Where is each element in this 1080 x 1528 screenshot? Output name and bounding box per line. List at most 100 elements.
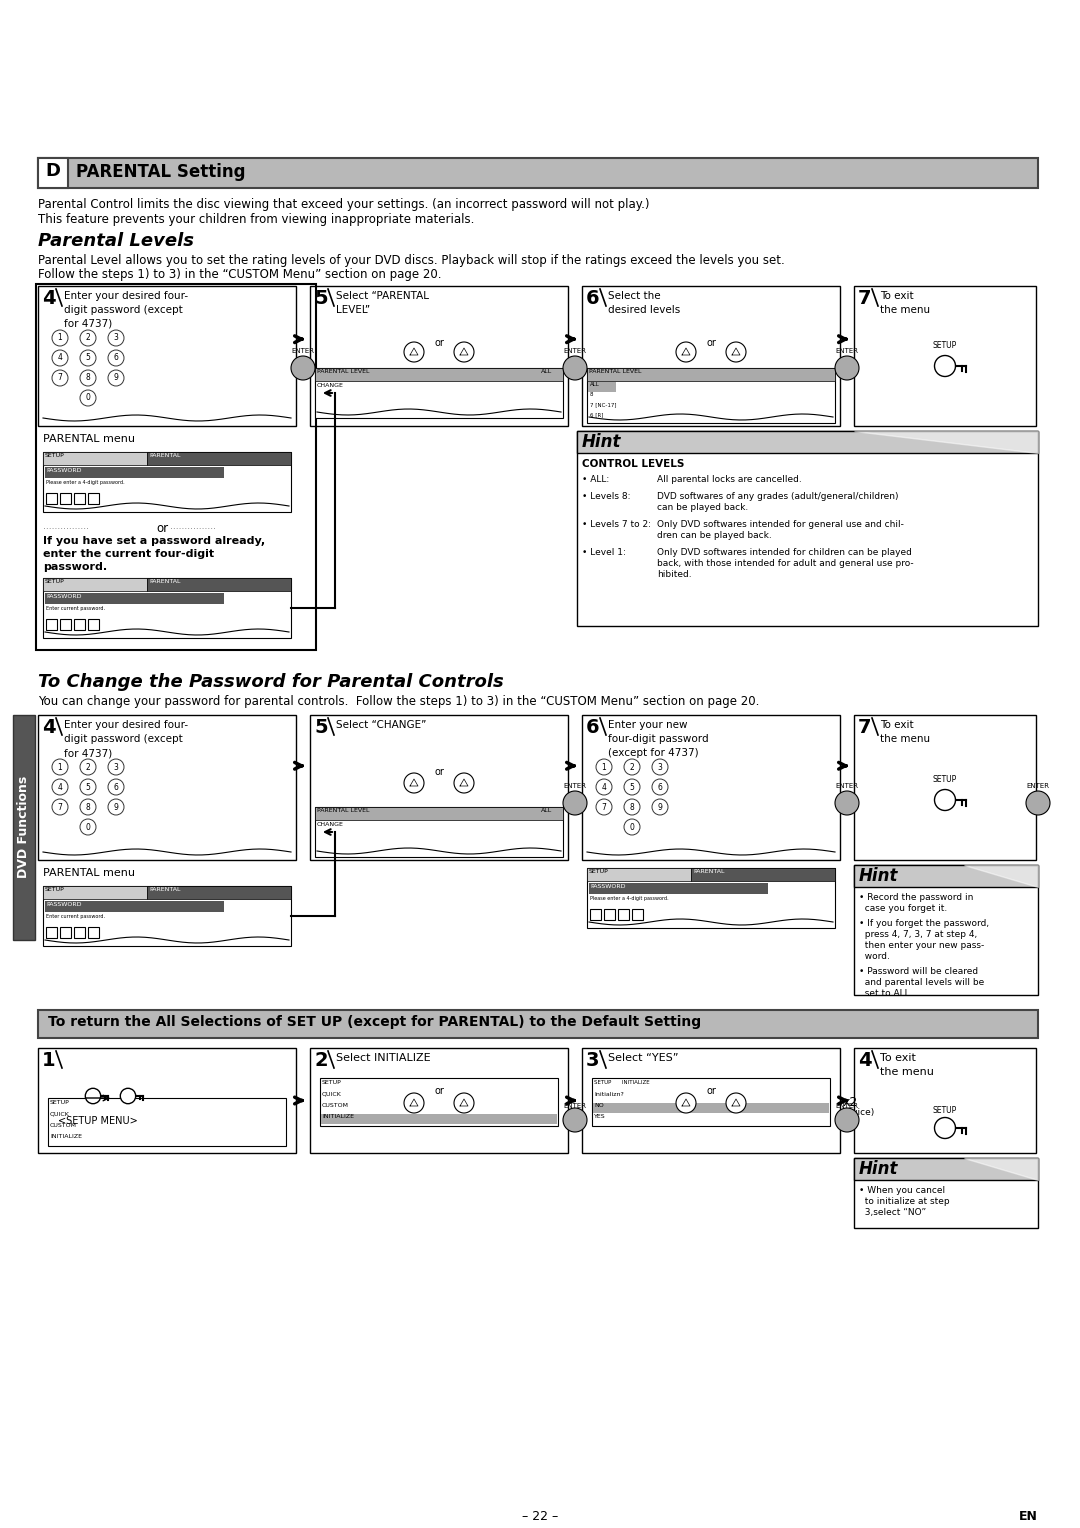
Circle shape	[108, 330, 124, 345]
Text: 7: 7	[57, 802, 63, 811]
Bar	[36, 284, 316, 649]
Bar	[854, 865, 1038, 995]
Text: PARENTAL: PARENTAL	[693, 869, 725, 874]
Text: 1: 1	[57, 333, 63, 342]
Bar	[315, 368, 563, 419]
Circle shape	[52, 370, 68, 387]
Text: 3,select “NO”: 3,select “NO”	[859, 1209, 927, 1216]
Text: (except for 4737): (except for 4737)	[608, 749, 699, 758]
Text: • When you cancel: • When you cancel	[859, 1186, 945, 1195]
Text: SETUP: SETUP	[45, 452, 65, 458]
Bar	[854, 715, 1036, 860]
Text: to initialize at step: to initialize at step	[859, 1196, 949, 1206]
Bar	[588, 368, 835, 423]
Circle shape	[108, 350, 124, 367]
Text: 7: 7	[602, 802, 607, 811]
Text: PASSWORD: PASSWORD	[46, 468, 81, 474]
Text: x2: x2	[843, 1096, 859, 1109]
Text: SETUP: SETUP	[322, 1080, 341, 1085]
Bar	[43, 886, 291, 946]
Text: SETUP: SETUP	[933, 341, 957, 350]
Text: Only DVD softwares intended for general use and chil-: Only DVD softwares intended for general …	[657, 520, 904, 529]
Circle shape	[835, 792, 859, 814]
Bar	[38, 286, 296, 426]
Text: Follow the steps 1) to 3) in the “CUSTOM Menu” section on page 20.: Follow the steps 1) to 3) in the “CUSTOM…	[38, 267, 442, 281]
Circle shape	[52, 779, 68, 795]
Bar	[45, 593, 224, 604]
Text: Select “PARENTAL: Select “PARENTAL	[336, 290, 429, 301]
Bar	[75, 619, 85, 630]
Text: set to ALL.: set to ALL.	[859, 989, 913, 998]
Text: Enter your desired four-: Enter your desired four-	[64, 290, 188, 301]
Circle shape	[80, 819, 96, 834]
Circle shape	[454, 773, 474, 793]
Circle shape	[108, 799, 124, 814]
Text: 7 [NC-17]: 7 [NC-17]	[590, 402, 617, 406]
Text: for 4737): for 4737)	[64, 319, 112, 329]
Text: <SETUP MENU>: <SETUP MENU>	[58, 1115, 138, 1126]
Bar	[315, 807, 563, 821]
Text: 4: 4	[57, 353, 63, 362]
Text: or: or	[156, 523, 168, 535]
Bar	[588, 382, 616, 393]
Bar	[691, 868, 835, 882]
Circle shape	[835, 1108, 859, 1132]
Bar	[854, 1048, 1036, 1154]
Circle shape	[652, 779, 669, 795]
Circle shape	[454, 342, 474, 362]
Text: D: D	[45, 162, 60, 180]
Circle shape	[596, 759, 612, 775]
Text: Parental Levels: Parental Levels	[38, 232, 194, 251]
Text: PARENTAL LEVEL: PARENTAL LEVEL	[589, 368, 642, 374]
Text: 6: 6	[113, 782, 119, 792]
Circle shape	[454, 1093, 474, 1112]
Text: NO: NO	[594, 1103, 604, 1108]
Circle shape	[624, 819, 640, 834]
Text: PASSWORD: PASSWORD	[46, 902, 81, 908]
Bar	[45, 902, 224, 912]
Polygon shape	[964, 1158, 1038, 1180]
Bar	[854, 1158, 1038, 1229]
Bar	[60, 494, 71, 504]
Text: (twice): (twice)	[843, 1108, 874, 1117]
Circle shape	[934, 356, 956, 376]
Text: DVD Functions: DVD Functions	[17, 776, 30, 879]
Text: or: or	[706, 338, 716, 348]
Text: SETUP: SETUP	[50, 1100, 70, 1105]
Text: ALL: ALL	[590, 382, 599, 387]
Text: 3: 3	[586, 1051, 599, 1070]
Text: digit password (except: digit password (except	[64, 306, 183, 315]
Text: ENTER: ENTER	[836, 1103, 859, 1109]
Bar	[46, 619, 57, 630]
Bar	[38, 715, 296, 860]
Circle shape	[108, 759, 124, 775]
Text: 5: 5	[314, 289, 327, 309]
Text: • Record the password in: • Record the password in	[859, 892, 973, 902]
Text: Initializn?: Initializn?	[594, 1093, 624, 1097]
Text: SETUP: SETUP	[589, 869, 609, 874]
Text: CUSTOM: CUSTOM	[322, 1103, 349, 1108]
Text: LEVEL”: LEVEL”	[336, 306, 370, 315]
Text: and parental levels will be: and parental levels will be	[859, 978, 984, 987]
Circle shape	[652, 799, 669, 814]
Bar	[38, 157, 68, 188]
Text: ENTER: ENTER	[564, 348, 586, 354]
Polygon shape	[964, 865, 1038, 886]
Bar	[60, 619, 71, 630]
Text: To exit: To exit	[880, 720, 914, 730]
Text: Please enter a 4-digit password.: Please enter a 4-digit password.	[46, 480, 124, 484]
Text: To Change the Password for Parental Controls: To Change the Password for Parental Cont…	[38, 672, 503, 691]
Text: PARENTAL Setting: PARENTAL Setting	[76, 163, 245, 180]
Text: • ALL:: • ALL:	[582, 475, 609, 484]
Bar	[582, 1048, 840, 1154]
Text: • Level 1:: • Level 1:	[582, 549, 626, 558]
Circle shape	[120, 1088, 136, 1103]
Text: Select “YES”: Select “YES”	[608, 1053, 678, 1063]
Text: 3: 3	[113, 333, 119, 342]
Text: can be played back.: can be played back.	[657, 503, 748, 512]
Circle shape	[563, 792, 588, 814]
Text: 4: 4	[858, 1051, 872, 1070]
Circle shape	[80, 370, 96, 387]
Text: If you have set a password already,: If you have set a password already,	[43, 536, 265, 545]
Bar	[43, 452, 147, 465]
